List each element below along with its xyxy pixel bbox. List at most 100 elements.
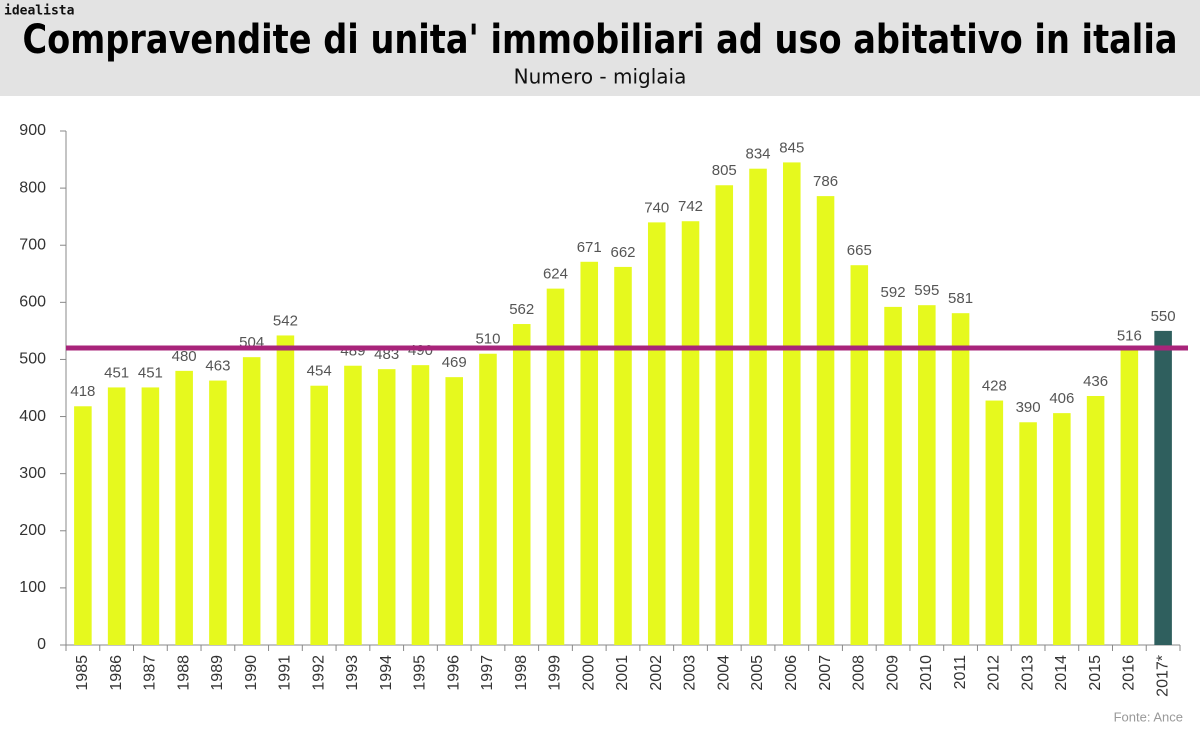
value-label: 516 [1117,327,1142,344]
value-label: 845 [779,139,804,156]
x-tick-label: 2004 [715,655,732,691]
x-tick-label: 2009 [884,655,901,691]
value-label: 671 [577,239,602,256]
bar [242,357,261,645]
x-tick-label: 1993 [344,655,361,691]
bar [209,380,227,645]
x-tick-label: 1994 [378,655,395,691]
x-tick-label: 1999 [547,655,564,691]
value-label: 436 [1083,373,1108,390]
x-tick-label: 2012 [986,655,1003,691]
value-label: 562 [509,301,534,318]
x-tick-label: 1991 [277,655,294,691]
y-tick-label: 700 [19,236,46,253]
x-tick-label: 1995 [412,655,429,691]
bar [783,162,801,645]
value-label: 550 [1151,308,1176,325]
x-tick-label: 2016 [1121,655,1138,691]
source: Fonte: Ance [1114,709,1183,724]
y-tick-label: 200 [19,522,46,539]
x-tick-label: 2000 [580,655,597,691]
x-tick-label: 2014 [1053,655,1070,691]
bar [411,365,430,645]
y-tick-label: 300 [19,465,46,482]
value-label: 406 [1049,390,1074,407]
y-tick-label: 500 [19,351,46,368]
bar [647,222,666,645]
bar [614,266,632,645]
bar [715,185,734,645]
bar [512,324,531,645]
bar [985,400,1004,645]
x-tick-label: 1987 [142,655,159,691]
value-label: 662 [610,244,635,261]
bar [951,313,970,645]
x-tick-label: 2010 [918,655,935,691]
y-tick-label: 900 [19,122,46,139]
y-tick-label: 600 [19,294,46,311]
x-tick-label: 2007 [817,655,834,691]
value-label: 469 [442,354,467,371]
value-label: 786 [813,173,838,190]
x-tick-label: 2001 [614,655,631,691]
bar [884,306,902,645]
chart-title: Compravendite di unita' immobiliari ad u… [23,17,1178,63]
x-tick-label: 1992 [310,655,327,691]
bar [850,265,869,645]
value-label: 490 [408,342,433,359]
value-label: 742 [678,198,703,215]
bar [546,288,565,645]
value-label: 665 [847,242,872,259]
bar [276,335,295,645]
value-label: 451 [104,364,129,381]
bar [1120,350,1139,645]
bar [1053,413,1071,645]
x-tick-label: 1989 [209,655,226,691]
value-label: 454 [307,363,332,380]
x-tick-label: 2015 [1087,655,1104,691]
x-tick-label: 1997 [479,655,496,691]
value-label: 489 [340,343,365,360]
value-label: 805 [712,162,737,179]
bar [445,377,463,645]
header-band [0,0,1200,96]
y-tick-label: 100 [19,579,46,596]
bar [580,261,599,645]
value-label: 510 [475,331,500,348]
bar [74,406,92,645]
x-tick-label: 1996 [445,655,462,691]
x-tick-label: 1998 [513,655,530,691]
value-label: 463 [205,358,230,375]
y-tick-label: 0 [37,636,46,653]
x-tick-label: 1986 [108,655,125,691]
bar [918,305,936,645]
x-tick-label: 2005 [749,655,766,691]
value-label: 480 [172,348,197,365]
x-tick-label: 1990 [243,655,260,691]
value-label: 418 [70,383,95,400]
y-tick-label: 400 [19,408,46,425]
bar [107,387,126,645]
bar [681,221,700,646]
bar [175,370,193,645]
value-label: 592 [881,284,906,301]
bar [1154,330,1172,645]
x-tick-label: 1988 [175,655,192,691]
bar [1086,395,1105,645]
x-tick-label: 2013 [1019,655,1036,691]
bar [344,365,362,645]
chart-subtitle: Numero - miglaia [514,65,687,89]
value-label: 740 [644,199,669,216]
value-label: 390 [1016,399,1041,416]
x-tick-label: 2003 [682,655,699,691]
x-tick-label: 2017* [1154,655,1171,697]
bar [141,387,160,645]
bar [479,353,497,645]
x-tick-label: 2008 [851,655,868,691]
value-label: 542 [273,312,298,329]
x-tick-label: 2011 [952,655,969,690]
x-tick-label: 2002 [648,655,665,691]
value-label: 581 [948,290,973,307]
bar [1019,422,1037,645]
